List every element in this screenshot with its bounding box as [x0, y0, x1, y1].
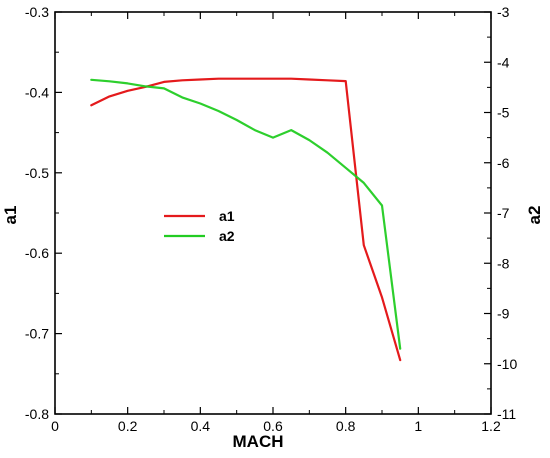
- series-line-a1: [90, 77, 402, 362]
- y-left-tick-label-4: -0.4: [25, 84, 49, 100]
- legend: a1 a2: [164, 208, 235, 244]
- y-right-tick-label-7: -4: [497, 54, 510, 70]
- y-right-tick-label-2: -9: [497, 306, 510, 322]
- y-left-tick-label-0: -0.8: [25, 406, 49, 422]
- y-right-tick-label-8: -3: [497, 4, 510, 20]
- legend-label-a2: a2: [219, 228, 235, 244]
- x-tick-label-3: 0.6: [263, 418, 283, 434]
- y-right-tick-label-4: -7: [497, 205, 510, 221]
- left-axis-title: a1: [1, 206, 20, 225]
- y-left-tick-label-3: -0.5: [25, 165, 49, 181]
- y-right-tick-label-0: -11: [497, 406, 516, 422]
- y-left-tick-label-5: -0.3: [25, 4, 49, 20]
- x-tick-label-6: 1.2: [481, 418, 501, 434]
- x-tick-label-5: 1: [414, 418, 422, 434]
- legend-label-a1: a1: [219, 208, 235, 224]
- y-right-tick-label-1: -10: [497, 356, 517, 372]
- right-axis-title: a2: [525, 206, 544, 225]
- y-right-tick-label-5: -6: [497, 155, 510, 171]
- y-right-tick-label-3: -8: [497, 255, 510, 271]
- x-tick-label-0: 0: [51, 418, 59, 434]
- x-tick-label-4: 0.8: [336, 418, 356, 434]
- series-line-a2: [90, 78, 402, 350]
- y-left-tick-label-2: -0.6: [25, 245, 49, 261]
- x-axis-title: MACH: [233, 432, 284, 451]
- y-right-tick-label-6: -5: [497, 105, 510, 121]
- x-tick-label-2: 0.4: [191, 418, 211, 434]
- x-tick-label-1: 0.2: [118, 418, 138, 434]
- plot-frame: [54, 11, 492, 415]
- y-left-tick-label-1: -0.7: [25, 326, 49, 342]
